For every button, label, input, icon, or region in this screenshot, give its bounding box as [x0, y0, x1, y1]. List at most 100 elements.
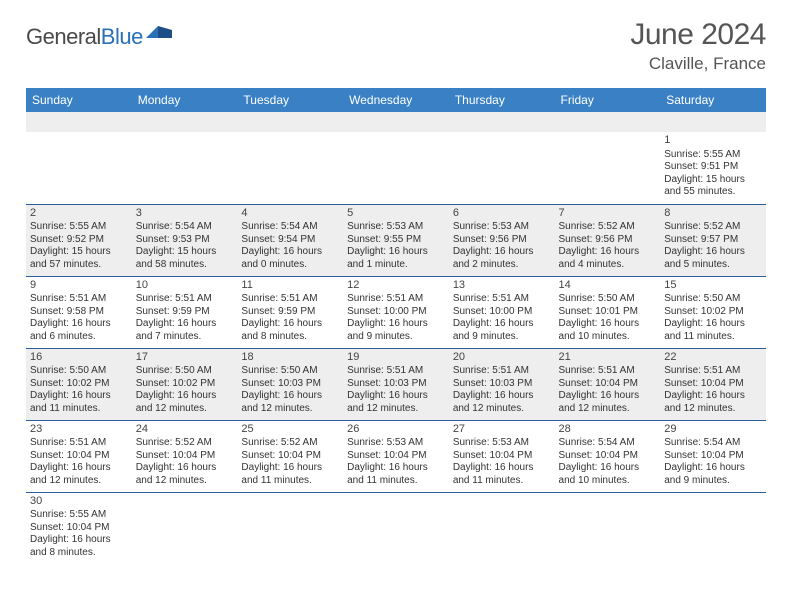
day-number: 22 [664, 351, 762, 365]
sunset-text: Sunset: 10:03 PM [453, 378, 551, 391]
day-number: 9 [30, 279, 128, 293]
daylight-text: and 12 minutes. [136, 475, 234, 488]
sunrise-text: Sunrise: 5:52 AM [136, 437, 234, 450]
daylight-text: Daylight: 16 hours [664, 318, 762, 331]
day-cell: 16Sunrise: 5:50 AMSunset: 10:02 PMDaylig… [26, 348, 132, 420]
week-row: 30Sunrise: 5:55 AMSunset: 10:04 PMDaylig… [26, 492, 766, 564]
sunrise-text: Sunrise: 5:51 AM [559, 365, 657, 378]
daylight-text: Daylight: 16 hours [664, 390, 762, 403]
day-number: 18 [241, 351, 339, 365]
daylight-text: Daylight: 16 hours [664, 462, 762, 475]
calendar-head: Sunday Monday Tuesday Wednesday Thursday… [26, 88, 766, 112]
day-number: 7 [559, 207, 657, 221]
weekday-header: Monday [132, 88, 238, 112]
day-cell: 21Sunrise: 5:51 AMSunset: 10:04 PMDaylig… [555, 348, 661, 420]
daylight-text: Daylight: 16 hours [453, 390, 551, 403]
week-row: 9Sunrise: 5:51 AMSunset: 9:58 PMDaylight… [26, 276, 766, 348]
sunset-text: Sunset: 9:51 PM [664, 161, 762, 174]
daylight-text: Daylight: 16 hours [453, 462, 551, 475]
day-cell [555, 492, 661, 564]
daylight-text: and 8 minutes. [241, 331, 339, 344]
day-cell: 28Sunrise: 5:54 AMSunset: 10:04 PMDaylig… [555, 420, 661, 492]
daylight-text: and 1 minute. [347, 259, 445, 272]
daylight-text: Daylight: 16 hours [453, 318, 551, 331]
day-number: 17 [136, 351, 234, 365]
daylight-text: Daylight: 16 hours [347, 318, 445, 331]
day-number: 12 [347, 279, 445, 293]
sunrise-text: Sunrise: 5:50 AM [664, 293, 762, 306]
day-cell: 23Sunrise: 5:51 AMSunset: 10:04 PMDaylig… [26, 420, 132, 492]
day-number: 28 [559, 423, 657, 437]
daylight-text: Daylight: 16 hours [136, 318, 234, 331]
week-row: 1Sunrise: 5:55 AMSunset: 9:51 PMDaylight… [26, 132, 766, 204]
day-number: 4 [241, 207, 339, 221]
page-header: GeneralBlue June 2024 Claville, France [26, 18, 766, 74]
brand-part2: Blue [101, 24, 143, 50]
daylight-text: and 58 minutes. [136, 259, 234, 272]
daylight-text: and 0 minutes. [241, 259, 339, 272]
day-number: 3 [136, 207, 234, 221]
day-number: 24 [136, 423, 234, 437]
sunset-text: Sunset: 10:02 PM [136, 378, 234, 391]
day-number: 2 [30, 207, 128, 221]
sunrise-text: Sunrise: 5:54 AM [664, 437, 762, 450]
sunrise-text: Sunrise: 5:50 AM [136, 365, 234, 378]
daylight-text: Daylight: 16 hours [664, 246, 762, 259]
daylight-text: Daylight: 16 hours [30, 462, 128, 475]
day-number: 14 [559, 279, 657, 293]
daylight-text: Daylight: 15 hours [30, 246, 128, 259]
day-cell: 1Sunrise: 5:55 AMSunset: 9:51 PMDaylight… [660, 132, 766, 204]
daylight-text: Daylight: 16 hours [347, 390, 445, 403]
day-number: 26 [347, 423, 445, 437]
sunset-text: Sunset: 10:00 PM [453, 306, 551, 319]
week-row: 16Sunrise: 5:50 AMSunset: 10:02 PMDaylig… [26, 348, 766, 420]
sunset-text: Sunset: 10:04 PM [559, 378, 657, 391]
day-number: 6 [453, 207, 551, 221]
day-cell: 19Sunrise: 5:51 AMSunset: 10:03 PMDaylig… [343, 348, 449, 420]
daylight-text: Daylight: 16 hours [347, 462, 445, 475]
day-cell: 27Sunrise: 5:53 AMSunset: 10:04 PMDaylig… [449, 420, 555, 492]
day-number: 1 [664, 134, 762, 148]
sunrise-text: Sunrise: 5:55 AM [30, 509, 128, 522]
weekday-header: Wednesday [343, 88, 449, 112]
sunrise-text: Sunrise: 5:51 AM [30, 293, 128, 306]
daylight-text: and 55 minutes. [664, 186, 762, 199]
daylight-text: and 5 minutes. [664, 259, 762, 272]
day-cell [449, 492, 555, 564]
day-number: 27 [453, 423, 551, 437]
title-block: June 2024 Claville, France [630, 18, 766, 74]
sunset-text: Sunset: 9:59 PM [241, 306, 339, 319]
day-cell: 11Sunrise: 5:51 AMSunset: 9:59 PMDayligh… [237, 276, 343, 348]
day-number: 11 [241, 279, 339, 293]
sunset-text: Sunset: 10:04 PM [559, 450, 657, 463]
daylight-text: and 57 minutes. [30, 259, 128, 272]
sunset-text: Sunset: 10:04 PM [453, 450, 551, 463]
daylight-text: Daylight: 16 hours [241, 462, 339, 475]
sunrise-text: Sunrise: 5:51 AM [241, 293, 339, 306]
sunset-text: Sunset: 9:56 PM [559, 234, 657, 247]
daylight-text: and 10 minutes. [559, 475, 657, 488]
day-cell [237, 492, 343, 564]
sunrise-text: Sunrise: 5:52 AM [241, 437, 339, 450]
sunrise-text: Sunrise: 5:54 AM [241, 221, 339, 234]
day-cell: 4Sunrise: 5:54 AMSunset: 9:54 PMDaylight… [237, 204, 343, 276]
day-cell: 29Sunrise: 5:54 AMSunset: 10:04 PMDaylig… [660, 420, 766, 492]
daylight-text: Daylight: 16 hours [241, 390, 339, 403]
calendar-body: 1 Sunrise: 5:55 AM Sunset: 9:51 PM Daylight… [26, 112, 766, 564]
day-cell [237, 132, 343, 204]
day-cell: 2Sunrise: 5:55 AMSunset: 9:52 PMDaylight… [26, 204, 132, 276]
weekday-row: Sunday Monday Tuesday Wednesday Thursday… [26, 88, 766, 112]
daylight-text: Daylight: 16 hours [559, 462, 657, 475]
day-cell: 14Sunrise: 5:50 AMSunset: 10:01 PMDaylig… [555, 276, 661, 348]
sunrise-text: Sunrise: 5:54 AM [136, 221, 234, 234]
daylight-text: and 2 minutes. [453, 259, 551, 272]
daylight-text: and 6 minutes. [30, 331, 128, 344]
sunrise-text: Sunrise: 5:50 AM [30, 365, 128, 378]
weekday-header: Saturday [660, 88, 766, 112]
weekday-header: Thursday [449, 88, 555, 112]
daylight-text: and 9 minutes. [453, 331, 551, 344]
day-cell [343, 492, 449, 564]
daylight-text: and 12 minutes. [664, 403, 762, 416]
day-cell [660, 492, 766, 564]
day-cell [132, 492, 238, 564]
